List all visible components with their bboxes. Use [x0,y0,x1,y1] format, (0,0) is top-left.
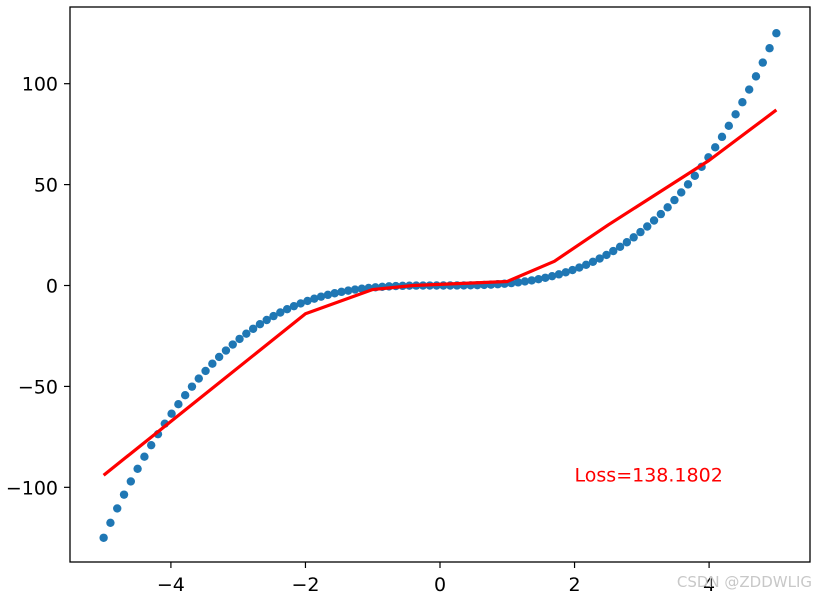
scatter-point [248,324,258,333]
scatter-point [99,533,108,542]
scatter-point [310,294,319,303]
scatter-point [235,334,244,344]
scatter-point [147,440,156,450]
scatter-point [350,285,360,294]
scatter-point [595,254,604,263]
scatter-point [113,504,122,513]
scatter-point [622,238,632,247]
scatter-point [609,246,618,256]
scatter-point [262,315,271,325]
scatter-point [316,292,326,301]
scatter-point [588,257,598,267]
scatter-point [670,195,679,205]
scatter-point [663,203,672,212]
scatter-point [738,98,747,107]
scatter-point [126,477,136,486]
scatter-point [303,296,312,306]
scatter-point [765,44,774,53]
watermark: CSDN @ZDDWLIG [676,573,812,591]
scatter-point [568,265,577,275]
scatter-point [731,110,740,119]
scatter-point [534,274,543,284]
scatter-point [119,490,129,499]
scatter-point [636,227,645,237]
scatter-point [242,329,251,338]
x-tick-label: −4 [157,574,185,596]
scatter-point [649,216,659,225]
scatter-point [717,132,727,142]
scatter-point [330,289,339,298]
scatter-point [337,287,346,297]
y-tick-label: −50 [18,376,58,398]
scatter-point [751,72,761,81]
scatter-point [513,278,523,287]
scatter-point [772,29,781,38]
loss-annotation: Loss=138.1802 [575,464,723,486]
scatter-point [561,268,570,277]
scatter-point [527,276,536,285]
fit-line [102,108,778,477]
scatter-point [296,299,305,308]
scatter-point [194,374,203,383]
scatter-point [269,311,278,321]
scatter-point [228,340,237,349]
scatter-point [724,121,733,131]
scatter-point [255,320,265,329]
x-axis: −4 −2 0 2 4 [157,562,715,596]
y-tick-label: 0 [46,276,58,298]
y-tick-label: 100 [22,74,58,96]
scatter-point [575,263,584,272]
y-axis: −100 −50 0 50 100 [6,74,70,499]
scatter-point [214,352,224,362]
scatter-point [744,85,754,94]
x-tick-label: 4 [703,574,715,596]
scatter-point [323,290,333,300]
scatter-point [677,188,686,197]
y-tick-label: −100 [6,477,58,499]
scatter-point [133,464,142,473]
scatter-point [554,270,564,279]
scatter-point [276,308,285,317]
scatter-point [187,382,197,391]
scatter-point [289,301,299,311]
scatter-point [221,346,231,355]
scatter-point [656,209,666,219]
scatter-point [581,260,591,270]
scatter-point [520,277,530,286]
x-tick-label: −2 [291,574,319,596]
scatter-point [602,250,611,260]
x-tick-label: 0 [434,574,446,596]
scatter-point [711,143,720,152]
scatter-point [140,452,149,461]
scatter-point [106,518,115,527]
scatter-point [167,409,176,418]
scatter-point [683,180,693,189]
scatter-point [615,242,625,252]
scatter-point [758,58,767,67]
scatter-point [547,271,557,281]
scatter-point [201,366,210,376]
scatter-point [690,171,700,181]
scatter-point [180,390,190,400]
scatter-point [541,273,550,282]
y-tick-label: 50 [34,175,58,197]
plot-series [99,29,781,542]
scatter-point [357,284,367,293]
scatter-point [629,233,638,242]
scatter-point [208,359,217,368]
scatter-point [282,305,292,314]
x-tick-label: 2 [568,574,580,596]
scatter-point [174,400,183,409]
scatter-point [344,286,353,295]
scatter-point [643,222,652,231]
